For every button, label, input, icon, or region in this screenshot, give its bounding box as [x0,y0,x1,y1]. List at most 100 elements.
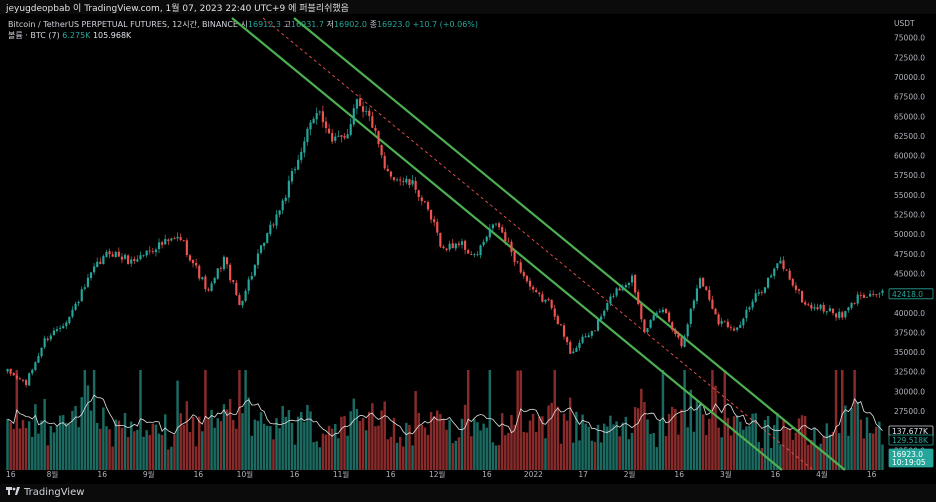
volume-bar [476,422,479,470]
volume-bar [281,406,284,470]
volume-bar [327,425,331,470]
volume-bar [445,429,448,470]
candle [581,334,584,345]
price-axis[interactable]: USDT 75000.0 72500.0 70000.0 67500.0 65000.0 6… [894,19,925,455]
svg-text:137.677K: 137.677K [892,427,929,436]
time-axis[interactable]: 16 8월 16 9월 16 10월 16 11월 16 12월 16 2022 17 2월 16 3월 16 4… [6,469,877,479]
candle [247,276,250,295]
candle [439,232,442,248]
volume-bar [160,435,164,470]
candle [464,239,467,255]
candle [399,176,402,186]
open-value: 16912.3 [247,20,281,29]
candle [513,250,516,267]
volume-bar [562,413,566,470]
candle [287,175,290,203]
volume-bar [120,427,124,470]
candle [865,296,869,298]
volume-bar [513,424,516,470]
price-tick-label: 50000.0 [894,230,925,239]
volume-bar [330,428,334,470]
candle [55,326,59,333]
candle [346,128,349,139]
channel-upper-line[interactable] [293,17,846,471]
tradingview-brand: TradingView [24,487,85,498]
candle [272,222,275,228]
candle [705,285,708,291]
volume-bar [315,441,318,470]
volume-bar [735,415,739,470]
symbol-title[interactable]: Bitcoin / TetherUS PERPETUAL FUTURES, 12… [8,20,238,29]
candle [556,314,559,325]
candle [482,239,485,247]
volume-bar [275,418,278,470]
candle [383,152,386,171]
volume-bar [871,433,875,470]
candle [179,233,182,242]
volume-ma-polyline [7,394,883,439]
volume-bar [389,436,393,470]
volume-bar [83,370,87,470]
candle [337,130,340,138]
volume-bar [436,410,439,470]
time-tick-label: 16 [6,470,16,479]
volume-bar [99,428,102,470]
volume-bar [596,424,600,470]
volume-bar [34,404,37,470]
volume-bar [269,426,272,470]
volume-bar [145,430,148,470]
svg-text:10:19:05: 10:19:05 [892,458,926,467]
candle [176,232,179,242]
volume-bar [856,402,859,470]
candle [819,303,822,312]
volume-bar [658,420,662,470]
candle [284,194,287,204]
volume-name[interactable]: 볼륨 · BTC (7) [8,31,60,40]
volume-bar [197,416,201,470]
candle [661,307,665,314]
candle [293,166,297,174]
volume-bar [170,446,173,470]
candle [411,174,414,187]
candle [872,290,875,297]
volume-bar [729,435,733,470]
volume-bar [173,434,176,470]
candle [426,200,430,212]
price-tick-label: 70000.0 [894,73,925,82]
trend-channel[interactable] [231,17,846,471]
candle [275,209,278,230]
volume-bar [37,433,40,470]
volume-bar [352,398,356,470]
tradingview-logo[interactable]: TradingView [6,487,84,498]
candle [664,308,668,314]
volume-bar [293,444,297,470]
candle [371,111,374,129]
candle [553,304,556,320]
candle [392,176,396,182]
channel-lower-line[interactable] [231,17,783,471]
candle [640,302,643,323]
candle [59,325,62,333]
time-tick-label: 16 [482,470,492,479]
candle [164,234,167,245]
candle [451,238,454,249]
volume-bar [868,433,872,470]
candle [266,232,269,244]
candle [182,239,185,242]
volume-bar [664,436,668,470]
volume-bar [68,423,71,470]
svg-text:16923.0: 16923.0 [892,450,923,459]
volume-bar [773,425,776,470]
price-tick-label: 52500.0 [894,211,925,220]
volume-bar [810,440,813,470]
channel-mid-dashed-line[interactable] [262,17,814,471]
volume-bar [349,411,352,470]
volume-bar [123,413,127,470]
candle [841,310,844,320]
candle [278,210,281,218]
volume-bar [739,421,742,470]
price-tick-label: 40000.0 [894,309,925,318]
volume-bar [300,412,303,470]
volume-bar [247,397,250,470]
price-chart[interactable]: USDT 75000.0 72500.0 70000.0 67500.0 65000.0 6… [0,0,936,484]
